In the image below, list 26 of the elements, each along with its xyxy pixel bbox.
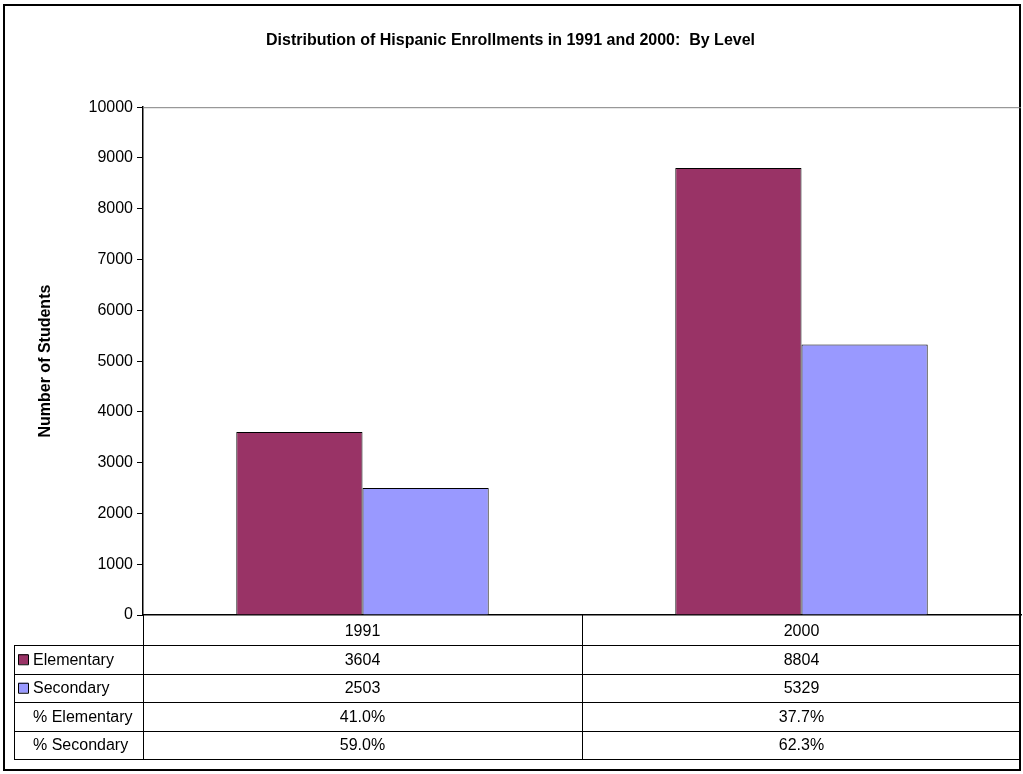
x-tick-label: 1991 — [344, 622, 381, 640]
y-tick-label: 10000 — [88, 97, 134, 115]
y-tick-label: 2000 — [97, 503, 134, 521]
data-label: 3604 — [344, 650, 381, 668]
text: 62.3% — [778, 736, 825, 754]
legend-label: Elementary — [33, 650, 114, 668]
text: % Secondary — [33, 736, 129, 754]
y-tick-label: 9000 — [97, 148, 134, 166]
y-axis-title: Number of Students — [36, 284, 54, 438]
y-tick-label: 0 — [124, 605, 134, 623]
text: 37.7% — [778, 707, 825, 725]
text: 59.0% — [339, 736, 386, 754]
y-tick-label: 1000 — [97, 554, 134, 572]
data-label: 2503 — [344, 679, 381, 697]
legend-label: Secondary — [33, 679, 110, 697]
y-tick-label: 3000 — [97, 453, 134, 471]
y-tick-label: 5000 — [97, 351, 134, 369]
y-tick-label: 4000 — [97, 402, 134, 420]
y-tick-label: 8000 — [97, 199, 134, 217]
chart-title: Distribution of Hispanic Enrollments in 1991 and 2000: By Level — [265, 31, 756, 49]
text: 41.0% — [339, 707, 386, 725]
y-tick-label: 6000 — [97, 300, 134, 318]
data-label: 5329 — [783, 679, 820, 697]
data-label: 8804 — [783, 650, 820, 668]
y-tick-label: 7000 — [97, 249, 134, 267]
text: % Elementary — [33, 707, 133, 725]
